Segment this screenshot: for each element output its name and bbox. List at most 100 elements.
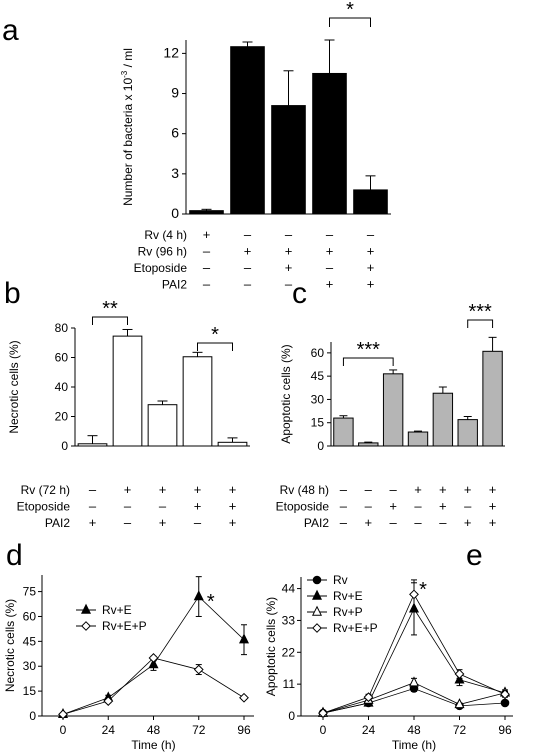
y-tick-label: 75 bbox=[23, 585, 37, 599]
legend-label: Rv bbox=[333, 573, 348, 587]
x-tick-label: 48 bbox=[147, 723, 161, 737]
condition-sign: – bbox=[285, 227, 293, 242]
significance-1-bracket bbox=[342, 357, 394, 366]
x-tick-label: 96 bbox=[237, 723, 251, 737]
y-tick-label: 45 bbox=[311, 369, 325, 383]
condition-sign: + bbox=[439, 499, 447, 514]
panel-letter-a: a bbox=[2, 14, 19, 47]
condition-sign: – bbox=[244, 227, 252, 242]
condition-sign: + bbox=[389, 499, 397, 514]
bar-1 bbox=[333, 417, 354, 447]
y-tick-label: 30 bbox=[311, 392, 325, 406]
legend-label: Rv+E bbox=[102, 603, 132, 617]
bar-1 bbox=[189, 210, 224, 215]
condition-sign: + bbox=[159, 482, 167, 497]
data-point-1 bbox=[148, 658, 159, 669]
condition-sign: + bbox=[194, 499, 202, 514]
condition-sign: – bbox=[194, 515, 202, 530]
y-axis-label-main: Apoptotic cells (%) bbox=[279, 344, 293, 443]
legend-label: Rv+P bbox=[333, 605, 363, 619]
legend-label: Rv+E+P bbox=[102, 619, 147, 633]
data-point-4 bbox=[409, 589, 419, 600]
data-point-2 bbox=[58, 709, 68, 720]
condition-sign: + bbox=[229, 515, 237, 530]
condition-sign: – bbox=[414, 499, 422, 514]
y-axis-label: Number of bacteria x 10-3 / ml bbox=[120, 48, 135, 206]
condition-label: Rv (72 h) bbox=[21, 483, 70, 497]
x-tick-label: 96 bbox=[498, 723, 512, 737]
condition-sign: + bbox=[414, 482, 422, 497]
significance-star: * bbox=[419, 579, 427, 601]
condition-label: Etoposide bbox=[276, 500, 330, 514]
y-axis-label: Apoptotic cells (%) bbox=[279, 344, 293, 443]
condition-sign: – bbox=[203, 244, 211, 259]
bar-4 bbox=[407, 431, 429, 447]
condition-sign: – bbox=[365, 499, 373, 514]
legend-marker bbox=[311, 605, 323, 616]
x-tick-label: 24 bbox=[102, 723, 116, 737]
data-point-3 bbox=[408, 676, 420, 687]
y-axis-label-tail: / ml bbox=[121, 48, 135, 71]
y-axis-label-sup: -3 bbox=[120, 70, 129, 78]
condition-sign: + bbox=[124, 482, 132, 497]
condition-label: PAI2 bbox=[304, 516, 329, 530]
y-tick-label: 0 bbox=[61, 439, 68, 453]
condition-sign: + bbox=[439, 482, 447, 497]
y-tick-label: 0 bbox=[171, 205, 179, 221]
data-point-2 bbox=[193, 664, 204, 675]
condition-sign: – bbox=[326, 227, 334, 242]
y-tick-label: 80 bbox=[55, 321, 69, 335]
condition-sign: + bbox=[194, 482, 202, 497]
y-axis-label-main: Necrotic cells (%) bbox=[7, 340, 21, 433]
x-axis-label: Time (h) bbox=[131, 738, 175, 752]
significance-2-label: *** bbox=[468, 301, 492, 323]
condition-sign: – bbox=[124, 499, 132, 514]
y-tick-label: 15 bbox=[311, 416, 325, 430]
y-tick-label: 30 bbox=[23, 659, 37, 673]
bar-6 bbox=[457, 419, 478, 447]
y-tick-label: 60 bbox=[23, 609, 37, 623]
legend-marker bbox=[311, 589, 323, 600]
significance-1-label: ** bbox=[102, 298, 118, 320]
y-tick-label: 0 bbox=[288, 709, 295, 723]
condition-sign: + bbox=[367, 260, 375, 275]
y-tick-label: 0 bbox=[317, 439, 324, 453]
chart-panel-e: 0 11 22 33 44 0 24 48 72 96 Time (h) Apoptotic cell… bbox=[264, 573, 513, 752]
data-point-4 bbox=[318, 708, 328, 719]
y-tick-label: 60 bbox=[311, 346, 325, 360]
condition-label: Rv (4 h) bbox=[144, 228, 187, 242]
condition-sign: + bbox=[326, 244, 334, 259]
condition-sign: + bbox=[244, 244, 252, 259]
bar-1 bbox=[77, 443, 108, 447]
condition-label: Etoposide bbox=[17, 500, 71, 514]
chart-panel-d: 0 15 30 45 60 75 0 24 48 72 96 Time (h) Necrotic cel… bbox=[3, 575, 254, 752]
condition-sign: – bbox=[414, 515, 422, 530]
data-point-3 bbox=[454, 698, 465, 709]
bar-4 bbox=[312, 72, 347, 215]
condition-label: PAI2 bbox=[162, 278, 187, 292]
panel-letter-d: d bbox=[6, 539, 23, 572]
bar-5 bbox=[432, 392, 454, 447]
condition-sign: + bbox=[489, 515, 497, 530]
condition-sign: – bbox=[340, 499, 348, 514]
data-point-4 bbox=[454, 669, 465, 679]
condition-sign: – bbox=[203, 277, 211, 292]
significance-2-bracket bbox=[197, 342, 233, 351]
y-tick-label: 60 bbox=[55, 351, 69, 365]
y-axis-label: Apoptotic cells (%) bbox=[264, 597, 278, 696]
x-tick-label: 24 bbox=[362, 723, 376, 737]
condition-sign: – bbox=[365, 482, 373, 497]
bar-3 bbox=[271, 105, 306, 215]
significance-1-label: *** bbox=[357, 339, 381, 361]
condition-sign: + bbox=[367, 244, 375, 259]
condition-sign: – bbox=[89, 482, 97, 497]
condition-sign: – bbox=[244, 260, 252, 275]
legend-marker bbox=[80, 603, 92, 614]
condition-sign: + bbox=[464, 515, 472, 530]
bar-7 bbox=[482, 350, 503, 447]
data-point-1 bbox=[238, 633, 250, 644]
legend-label: Rv+E+P bbox=[333, 621, 378, 635]
condition-sign: – bbox=[244, 277, 252, 292]
